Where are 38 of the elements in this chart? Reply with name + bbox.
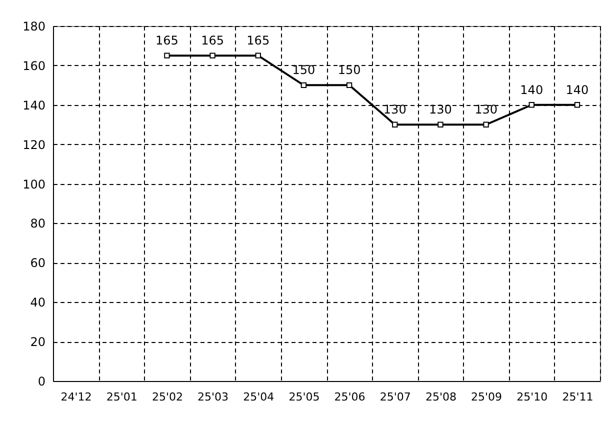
data-label: 150 <box>292 63 316 78</box>
data-label: 165 <box>246 34 270 48</box>
point <box>346 82 352 88</box>
point <box>164 52 170 58</box>
x-tick-label: 25'02 <box>152 390 183 404</box>
data-label: 165 <box>156 34 178 48</box>
x-tick-label: 25'10 <box>516 390 548 404</box>
x-tick-label: 25'07 <box>380 390 411 404</box>
y-tick-label: 40 <box>30 296 46 310</box>
point <box>528 102 534 108</box>
point <box>300 82 307 88</box>
y-tick-label: 140 <box>22 98 46 112</box>
point <box>255 52 261 58</box>
y-tick-label: 60 <box>30 256 46 270</box>
x-tick-label: 25'05 <box>288 390 320 404</box>
y-tick-label: 20 <box>30 335 46 350</box>
y-tick-label: 100 <box>22 177 46 192</box>
point <box>210 52 216 58</box>
x-tick-label: 25'03 <box>198 390 229 404</box>
y-tick-label: 0 <box>38 374 46 388</box>
x-tick-label: 25'08 <box>425 390 456 404</box>
x-tick-label: 25'09 <box>471 390 502 404</box>
x-tick-label: 24'12 <box>60 390 92 404</box>
data-label: 165 <box>201 34 224 48</box>
y-tick-label: 80 <box>30 216 46 231</box>
point <box>438 122 444 128</box>
y-tick-label: 160 <box>22 58 46 73</box>
point <box>574 102 580 108</box>
y-tick-label: 180 <box>22 20 46 34</box>
x-tick-label: 25'11 <box>562 390 594 404</box>
x-tick-label: 25'01 <box>106 390 138 404</box>
point <box>483 122 489 128</box>
x-tick-label: 25'04 <box>243 390 274 404</box>
data-label: 140 <box>520 82 544 97</box>
data-label: 140 <box>566 82 589 97</box>
point <box>392 122 398 128</box>
y-tick-label: 120 <box>22 138 46 152</box>
x-tick-label: 25'06 <box>334 390 366 404</box>
